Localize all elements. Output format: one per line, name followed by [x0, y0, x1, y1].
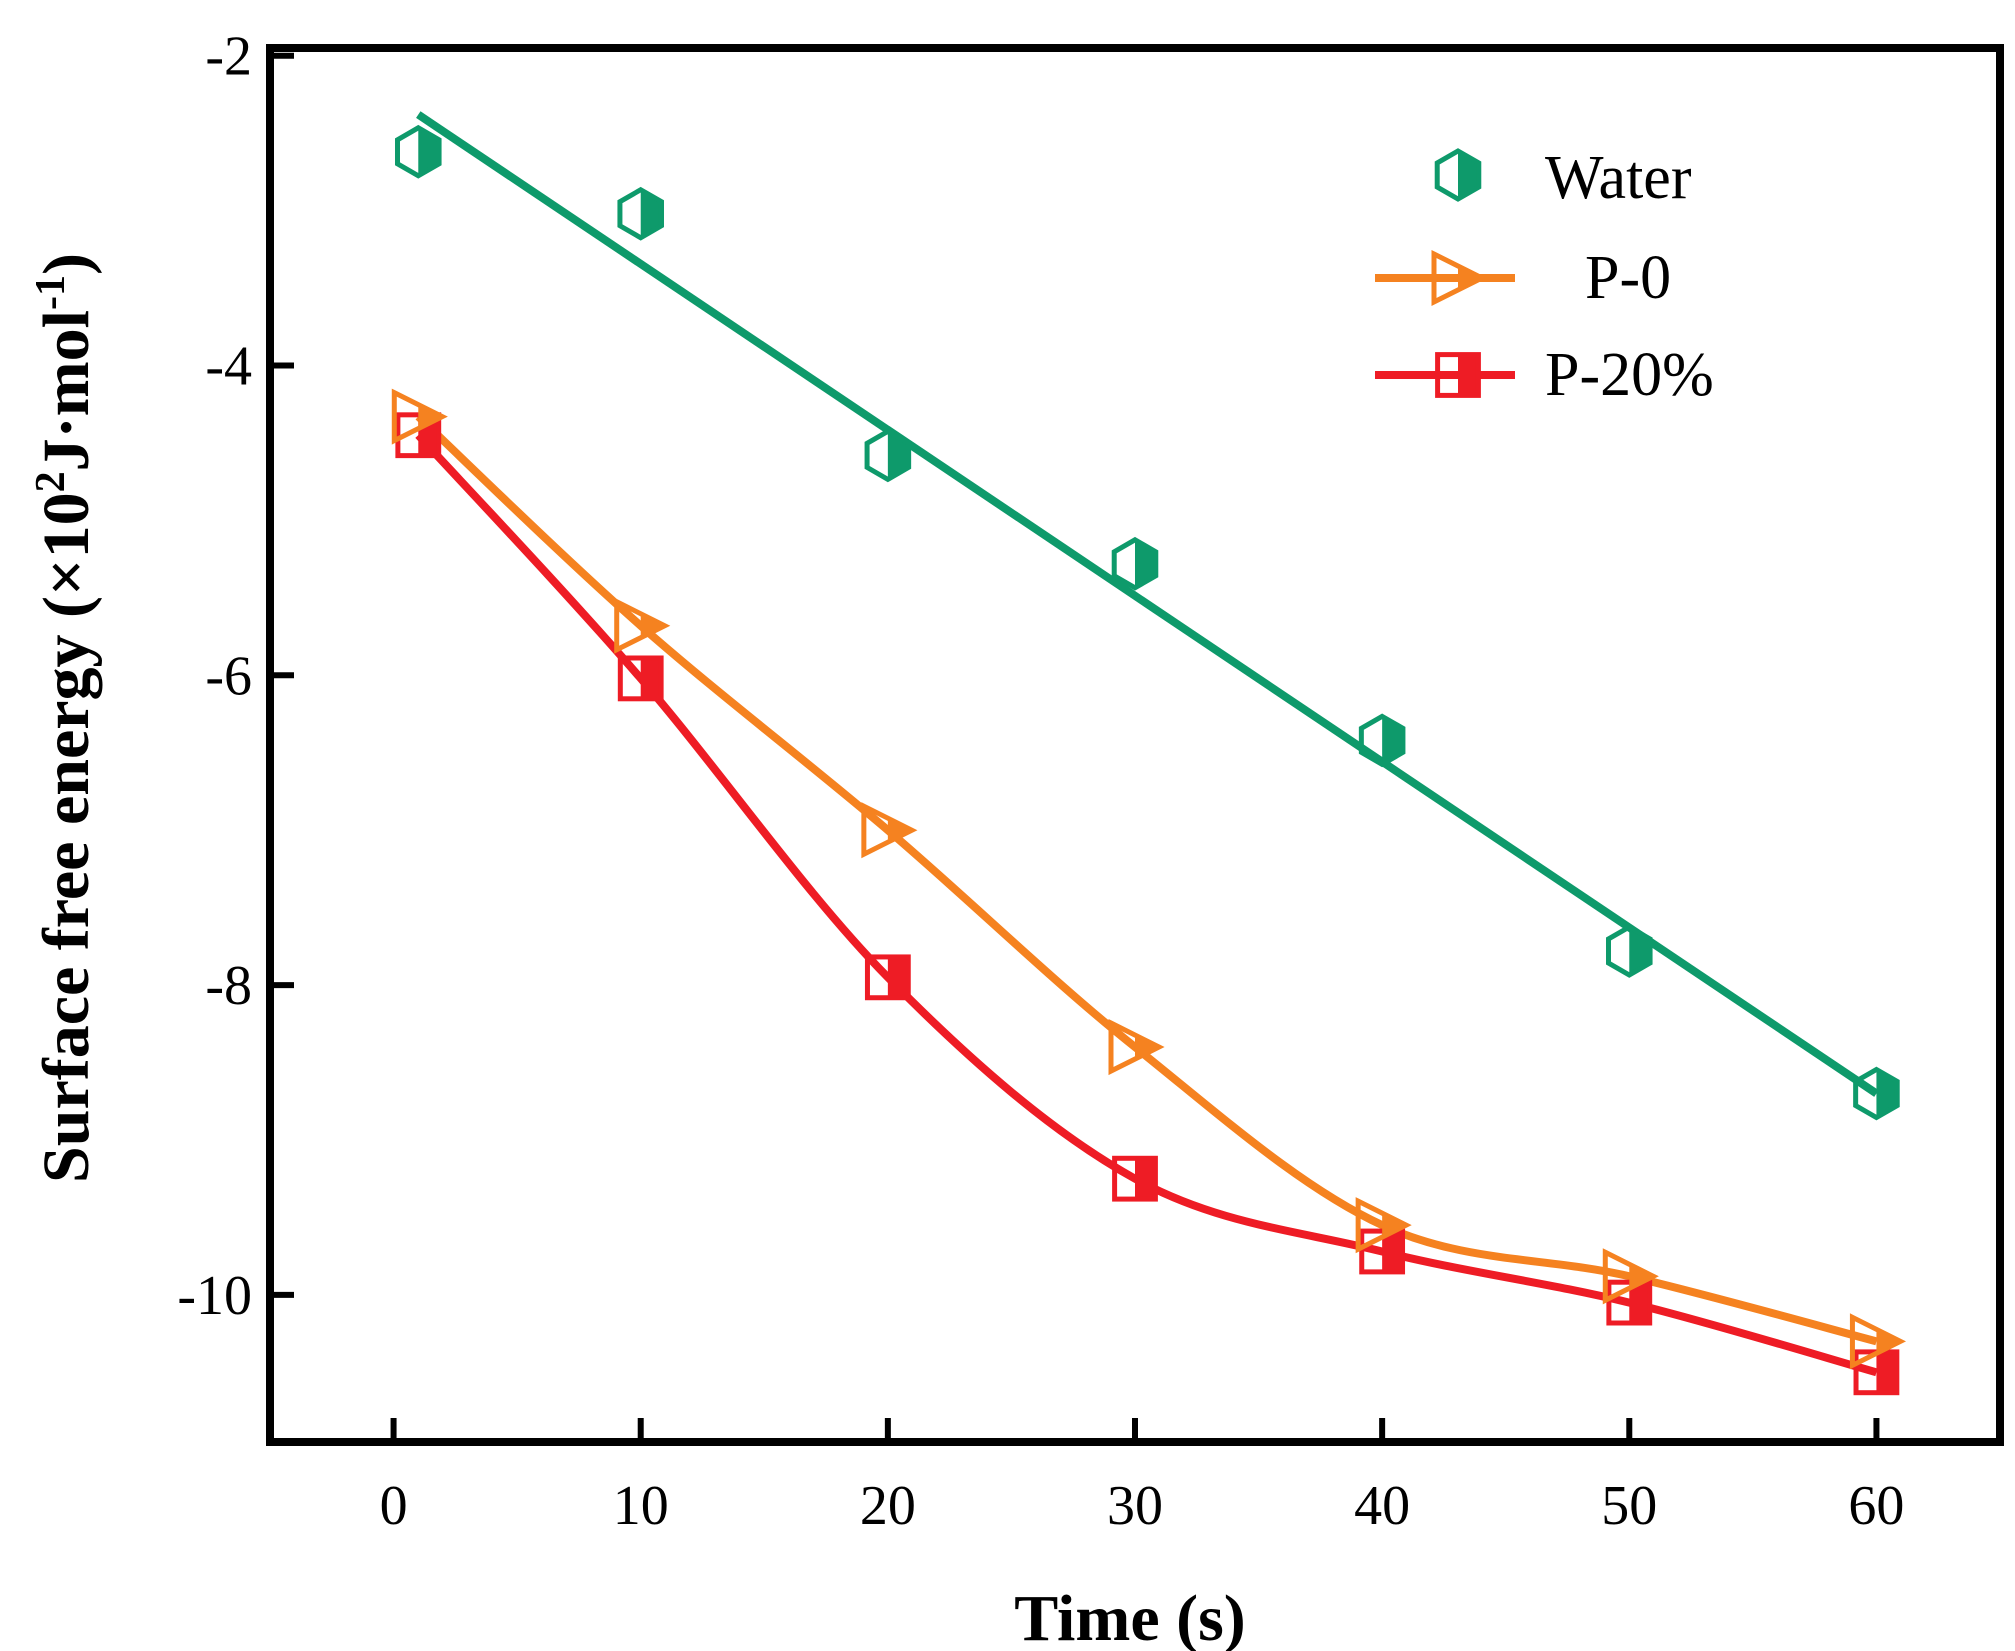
x-tick-label: 0	[380, 1475, 408, 1537]
data-point-water	[1111, 536, 1159, 591]
y-axis-ticks: -2 -4 -6 -8 -10	[177, 26, 294, 1327]
data-point-p0	[1355, 1197, 1412, 1254]
legend-label-p0: P-0	[1585, 244, 1671, 312]
data-point-water	[1606, 924, 1653, 978]
data-point-p0	[1849, 1313, 1907, 1370]
legend-label-water: Water	[1545, 144, 1692, 212]
data-point-water	[1853, 1066, 1900, 1121]
legend: Water P-0 P-20%	[1375, 144, 1714, 409]
data-markers	[391, 124, 1907, 1396]
legend-item-p0: P-0	[1375, 244, 1671, 312]
legend-item-water: Water	[1434, 144, 1692, 212]
x-tick-label: 60	[1848, 1475, 1904, 1537]
data-point-p0	[391, 388, 448, 445]
legend-marker-p0	[1431, 249, 1488, 307]
data-point-p0	[861, 802, 918, 859]
data-point-p20	[864, 954, 911, 1001]
x-tick-label: 20	[860, 1475, 916, 1537]
series-line-p0	[415, 413, 1878, 1346]
x-tick-label: 30	[1107, 1475, 1163, 1537]
x-tick-label: 40	[1354, 1475, 1410, 1537]
legend-symbol-p20	[1435, 352, 1481, 398]
y-tick-label: -4	[205, 336, 252, 398]
data-point-p0	[1108, 1018, 1165, 1076]
data-point-p20	[1112, 1155, 1158, 1202]
x-tick-label: 10	[613, 1475, 669, 1537]
legend-symbol-p0	[1431, 249, 1488, 307]
x-tick-label: 50	[1601, 1475, 1657, 1537]
y-tick-label: -8	[205, 955, 252, 1017]
y-tick-label: -10	[177, 1265, 252, 1327]
data-point-p0	[614, 597, 671, 654]
y-tick-label: -2	[205, 26, 252, 88]
data-point-water	[617, 186, 664, 241]
legend-marker-p20	[1435, 352, 1481, 398]
y-tick-label: -6	[205, 645, 252, 707]
y-axis-title: Surface free energy (×102J·mol-1)	[28, 253, 103, 1183]
data-point-water	[395, 124, 442, 179]
legend-item-p20: P-20%	[1375, 341, 1714, 409]
legend-symbol-water	[1434, 148, 1482, 202]
data-point-water	[864, 428, 912, 483]
data-point-p20	[617, 655, 664, 702]
data-point-water	[1358, 713, 1406, 768]
legend-marker-water	[1434, 148, 1482, 202]
plot-frame	[266, 44, 2004, 1446]
x-axis-title: Time (s)	[1014, 1582, 1246, 1651]
series-lines	[415, 413, 1878, 1377]
series-line-p20	[415, 432, 1878, 1377]
data-point-p0	[1602, 1248, 1659, 1305]
x-axis-ticks: 0 10 20 30 40 50 60	[380, 1418, 1904, 1537]
legend-label-p20: P-20%	[1545, 341, 1714, 409]
